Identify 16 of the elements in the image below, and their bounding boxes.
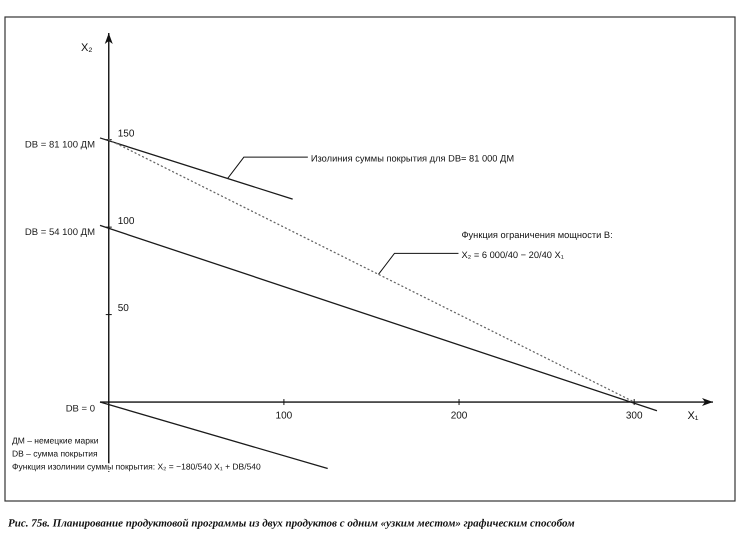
- series-label: DB = 81 100 ДМ: [24, 139, 96, 150]
- x-tick-label: 200: [450, 410, 468, 422]
- series-label: DB = 54 100 ДМ: [24, 226, 96, 238]
- y-tick-label: 100: [118, 216, 135, 227]
- annotation: Изолиния суммы покрытия для DB= 81 000 ДМ: [310, 154, 514, 164]
- x-axis-title: X₁: [687, 410, 699, 422]
- y-tick-label: 50: [118, 303, 130, 314]
- y-axis-title: X₂: [80, 42, 93, 54]
- y-tick-label: 150: [118, 128, 135, 140]
- text: ДМ – немецкие марки: [12, 435, 99, 446]
- text: Рис. 75в. Планирование продуктовой программы из двух продуктов с одним «узким местом» графическим способом: [8, 518, 576, 530]
- text: DB – сумма покрытия: [12, 448, 98, 458]
- x-tick-label: 100: [276, 410, 293, 422]
- annotation: Функция ограничения мощности B: X₂ = 6 000/40 − 20/40 X₁: [461, 230, 613, 260]
- x-tick-label: 300: [626, 410, 643, 422]
- series-label: DB = 0: [66, 404, 95, 415]
